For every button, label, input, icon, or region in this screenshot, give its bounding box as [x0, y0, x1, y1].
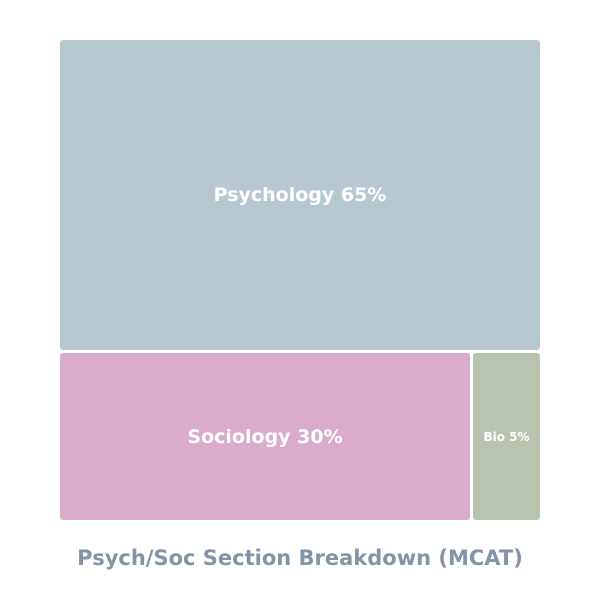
treemap-tile-psychology: Psychology 65%	[60, 40, 540, 350]
treemap-tile-bio: Bio 5%	[473, 353, 540, 520]
chart-title: Psych/Soc Section Breakdown (MCAT)	[77, 546, 523, 570]
tile-label: Psychology 65%	[213, 184, 387, 206]
tile-label: Bio 5%	[483, 429, 530, 444]
treemap-tile-sociology: Sociology 30%	[60, 353, 470, 520]
tile-label: Sociology 30%	[187, 425, 343, 448]
